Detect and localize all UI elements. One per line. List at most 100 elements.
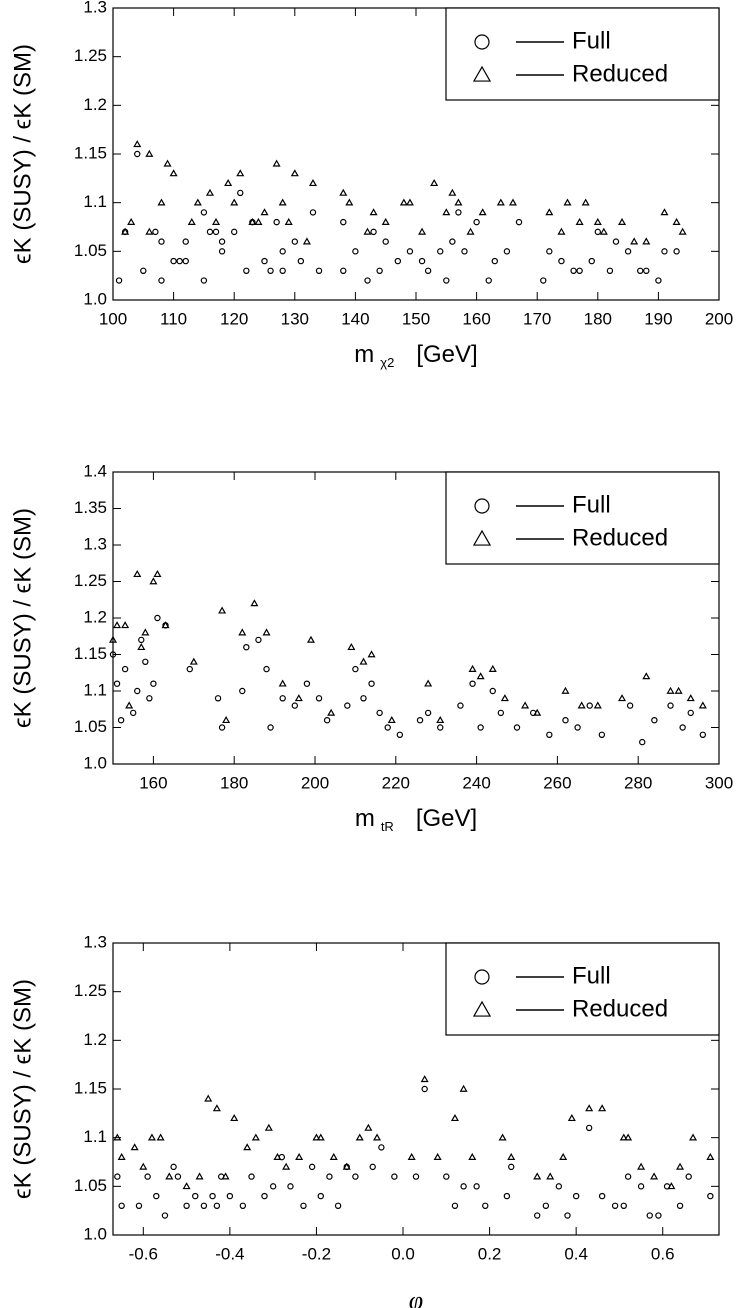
x-axis-label-unit: [GeV]	[416, 805, 477, 832]
x-axis-label: φ	[409, 1286, 423, 1308]
point	[300, 1202, 307, 1210]
x-tick-label: 140	[341, 309, 369, 328]
point	[212, 228, 220, 236]
point	[651, 717, 658, 724]
point	[342, 1162, 351, 1170]
point	[251, 1133, 260, 1141]
x-tick-label: 0.6	[651, 1244, 675, 1263]
legend-box	[445, 471, 720, 565]
point	[355, 1133, 364, 1141]
legend-marker	[474, 34, 490, 50]
point	[261, 257, 268, 265]
point	[567, 1114, 576, 1122]
point	[142, 658, 149, 666]
point	[482, 1202, 489, 1210]
legend-marker	[472, 65, 492, 82]
point	[497, 709, 505, 717]
point	[618, 694, 627, 702]
point	[639, 738, 646, 746]
x-tick-label: 180	[220, 773, 248, 792]
point	[117, 717, 125, 724]
point	[152, 228, 159, 236]
point	[473, 218, 480, 226]
point	[339, 188, 348, 196]
point	[125, 701, 134, 709]
point	[546, 1172, 555, 1180]
point	[563, 198, 572, 206]
x-tick-label: 0.2	[478, 1244, 502, 1263]
point	[135, 1202, 143, 1210]
point	[624, 1133, 633, 1141]
point	[513, 724, 521, 731]
point	[282, 1162, 291, 1170]
point	[598, 1192, 606, 1200]
point	[213, 1202, 221, 1210]
point	[218, 238, 226, 245]
point	[129, 709, 137, 717]
point	[676, 1202, 684, 1210]
point	[637, 267, 644, 274]
point	[450, 1114, 459, 1122]
point	[254, 217, 263, 225]
point	[430, 179, 439, 187]
y-tick-label: 1.25	[74, 981, 107, 1000]
x-axis-label-sub: tR	[381, 819, 394, 834]
point	[133, 140, 142, 148]
point	[226, 1192, 234, 1200]
point	[655, 277, 662, 284]
point	[250, 599, 259, 607]
point	[661, 248, 668, 255]
point	[637, 1183, 645, 1190]
point	[459, 1084, 468, 1092]
y-axis-label: ϵK (SUSY) / ϵK (SM)	[9, 44, 36, 264]
point	[598, 731, 606, 739]
point	[315, 267, 323, 274]
point	[533, 708, 542, 716]
point	[503, 1192, 511, 1200]
point	[503, 248, 511, 255]
point	[407, 1152, 416, 1160]
point	[340, 218, 347, 226]
point	[182, 238, 189, 245]
point	[606, 267, 614, 274]
point	[130, 1143, 139, 1151]
point	[150, 680, 157, 687]
point	[418, 257, 426, 265]
point	[620, 1202, 627, 1210]
point	[187, 217, 196, 225]
y-tick-label: 1.2	[83, 95, 107, 114]
point	[260, 208, 269, 216]
point	[593, 217, 602, 225]
legend-label: Full	[572, 27, 611, 54]
point	[461, 248, 468, 255]
point	[442, 208, 451, 216]
y-tick-label: 1.15	[74, 644, 107, 663]
point	[507, 1152, 516, 1160]
point	[200, 209, 208, 216]
point	[577, 701, 586, 709]
y-tick-label: 1.1	[83, 1127, 107, 1146]
point	[655, 1212, 662, 1219]
x-tick-label: 220	[382, 773, 410, 792]
point	[559, 1152, 568, 1160]
point	[279, 695, 286, 702]
point	[599, 227, 608, 235]
point	[685, 1173, 692, 1180]
point	[564, 1212, 571, 1219]
point	[626, 702, 634, 709]
point	[687, 709, 694, 717]
point	[405, 198, 414, 206]
point	[315, 695, 323, 702]
point	[156, 1133, 165, 1141]
point	[540, 277, 547, 284]
point	[113, 621, 122, 629]
point	[261, 1192, 268, 1200]
point	[421, 1085, 428, 1093]
point	[149, 577, 158, 585]
point	[204, 1094, 213, 1102]
point	[443, 1173, 450, 1180]
x-axis-label-sub: χ2	[380, 355, 394, 370]
point	[267, 724, 274, 731]
point	[378, 1144, 385, 1151]
